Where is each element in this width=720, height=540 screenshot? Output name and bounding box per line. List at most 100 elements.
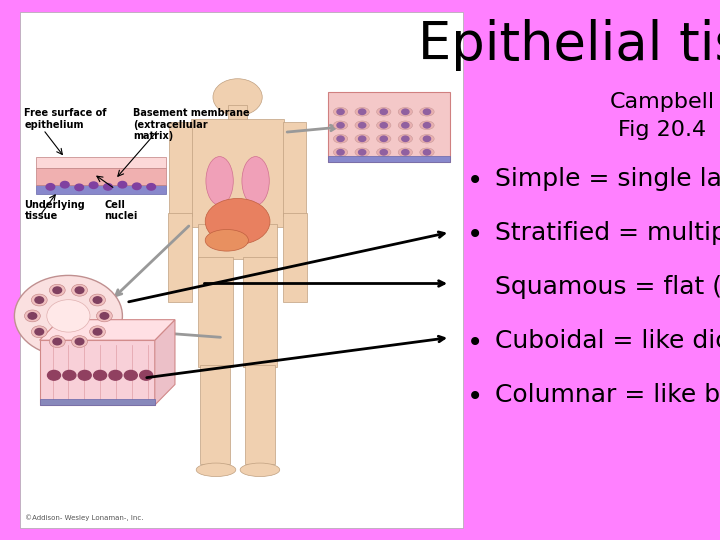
Bar (36, 185, 166, 194)
Bar (169, 122, 192, 216)
Circle shape (89, 182, 98, 188)
Bar (243, 256, 277, 367)
Circle shape (53, 339, 62, 345)
Ellipse shape (333, 107, 348, 116)
Text: Columnar = like bricks: Columnar = like bricks (495, 383, 720, 407)
Ellipse shape (242, 157, 269, 205)
Ellipse shape (355, 148, 369, 157)
Text: Simple = single layer: Simple = single layer (495, 167, 720, 191)
Circle shape (402, 109, 409, 114)
Circle shape (94, 370, 107, 380)
Circle shape (132, 183, 141, 190)
Bar (198, 256, 233, 367)
Circle shape (402, 123, 409, 128)
Circle shape (93, 297, 102, 303)
Ellipse shape (377, 121, 391, 130)
Ellipse shape (89, 326, 105, 338)
Circle shape (423, 123, 431, 128)
Ellipse shape (377, 148, 391, 157)
Bar (228, 105, 247, 122)
Circle shape (140, 370, 153, 380)
Circle shape (213, 79, 262, 116)
Ellipse shape (420, 121, 434, 130)
Circle shape (337, 109, 344, 114)
Ellipse shape (71, 284, 87, 296)
Circle shape (402, 136, 409, 141)
Text: •: • (467, 329, 483, 357)
Ellipse shape (333, 121, 348, 130)
Ellipse shape (333, 148, 348, 157)
Circle shape (35, 297, 44, 303)
Ellipse shape (240, 463, 280, 476)
Circle shape (337, 123, 344, 128)
Ellipse shape (205, 199, 270, 244)
Circle shape (359, 136, 366, 141)
Bar (328, 156, 450, 162)
Ellipse shape (398, 121, 413, 130)
Bar (20, 12, 463, 528)
Circle shape (380, 150, 387, 155)
Circle shape (423, 150, 431, 155)
Text: Free surface of
epithelium: Free surface of epithelium (24, 108, 107, 130)
Ellipse shape (377, 134, 391, 143)
Circle shape (380, 109, 387, 114)
Ellipse shape (32, 326, 48, 338)
Ellipse shape (333, 134, 348, 143)
Circle shape (60, 181, 69, 188)
Polygon shape (155, 320, 175, 405)
Bar (283, 213, 307, 302)
Ellipse shape (420, 107, 434, 116)
Circle shape (46, 184, 55, 190)
Circle shape (337, 150, 344, 155)
Bar (198, 224, 277, 259)
Circle shape (337, 136, 344, 141)
Polygon shape (40, 320, 175, 340)
Circle shape (118, 181, 127, 188)
Bar (36, 168, 166, 185)
Circle shape (14, 275, 122, 356)
Circle shape (359, 109, 366, 114)
Circle shape (147, 184, 156, 190)
Text: Cell
nuclei: Cell nuclei (104, 200, 138, 221)
Circle shape (75, 339, 84, 345)
Ellipse shape (420, 134, 434, 143)
Ellipse shape (377, 107, 391, 116)
Ellipse shape (355, 121, 369, 130)
Circle shape (35, 328, 44, 335)
Text: Squamous = flat (tiles): Squamous = flat (tiles) (495, 275, 720, 299)
Circle shape (125, 370, 138, 380)
Circle shape (78, 370, 91, 380)
Text: Basement membrane
(extracellular
matrix): Basement membrane (extracellular matrix) (133, 108, 250, 141)
Circle shape (75, 287, 84, 293)
Circle shape (53, 287, 62, 293)
Circle shape (109, 370, 122, 380)
Ellipse shape (89, 294, 105, 306)
Text: Campbell
Fig 20.4: Campbell Fig 20.4 (610, 92, 715, 140)
Circle shape (63, 370, 76, 380)
Text: Stratified = multiple layers: Stratified = multiple layers (495, 221, 720, 245)
Circle shape (28, 313, 37, 319)
Bar (328, 92, 450, 162)
Circle shape (423, 109, 431, 114)
Ellipse shape (32, 294, 48, 306)
Circle shape (423, 136, 431, 141)
Text: •: • (467, 383, 483, 411)
Text: Epithelial tissue: Epithelial tissue (418, 19, 720, 71)
Bar (200, 364, 230, 464)
Ellipse shape (355, 107, 369, 116)
Circle shape (359, 123, 366, 128)
Circle shape (380, 136, 387, 141)
Text: Cuboidal = like dice: Cuboidal = like dice (495, 329, 720, 353)
Ellipse shape (205, 230, 248, 251)
Bar (36, 157, 166, 168)
Ellipse shape (24, 310, 40, 322)
Bar (283, 122, 306, 216)
Text: •: • (467, 221, 483, 249)
Bar (40, 399, 155, 405)
Ellipse shape (196, 463, 236, 476)
Bar (245, 364, 275, 464)
Ellipse shape (71, 336, 87, 348)
Text: Underlying
tissue: Underlying tissue (24, 200, 85, 221)
Bar (168, 213, 192, 302)
Circle shape (100, 313, 109, 319)
